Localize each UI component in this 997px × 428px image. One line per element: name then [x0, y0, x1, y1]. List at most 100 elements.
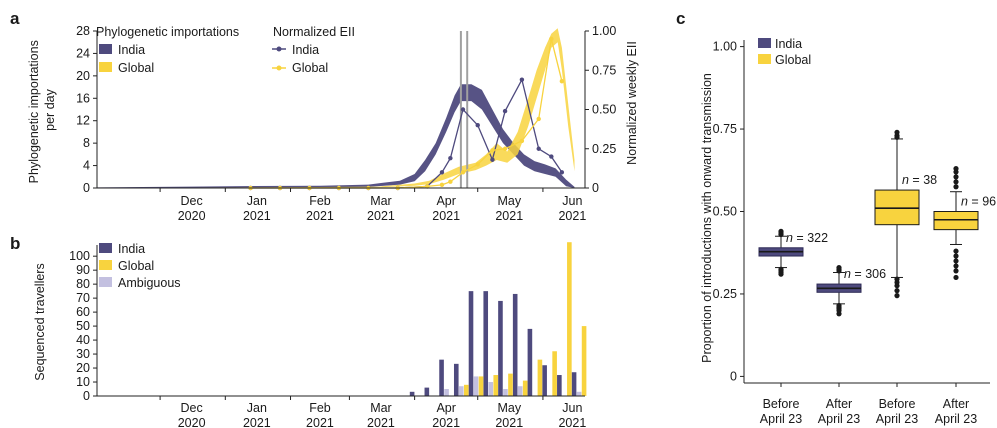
c-outlier-3-2 — [953, 263, 959, 269]
b-bar-ambiguous-11 — [576, 391, 582, 396]
b-bar-india-5 — [483, 291, 489, 396]
a-eii-point-global-14 — [536, 116, 541, 122]
c-outlier-1-7 — [836, 264, 842, 271]
c-outlier-3-5 — [953, 248, 959, 254]
b-bar-ambiguous-4 — [473, 376, 479, 396]
c-n-label-0: n = 322 — [786, 231, 828, 245]
c-outlier-0-6 — [778, 228, 784, 234]
a-bands — [97, 28, 575, 189]
a-legend-eii-label-global: Global — [292, 61, 328, 75]
b-bar-global-4 — [478, 376, 484, 396]
b-bar-global-8 — [537, 359, 543, 396]
a-y-axis-label-line2: per day — [43, 88, 57, 130]
b-bar-india-4 — [468, 291, 474, 396]
c-box-3 — [933, 211, 979, 231]
b-bars — [409, 242, 587, 396]
b-y-tick-label-4: 40 — [76, 333, 90, 347]
c-n-label-3: n = 96 — [961, 195, 996, 209]
panel-label-a: a — [10, 9, 20, 28]
c-n-label-2: n = 38 — [902, 173, 937, 187]
b-legend-swatch-india — [99, 243, 112, 253]
c-box-2 — [874, 189, 920, 226]
c-outlier-0-3 — [778, 266, 784, 272]
c-x-tick-line2-1: April 23 — [818, 412, 860, 426]
b-x-tick-month-5: May — [497, 401, 521, 415]
c-outlier-3-0 — [953, 274, 959, 281]
c-outlier-1-4 — [836, 302, 842, 309]
b-bar-india-2 — [439, 359, 444, 396]
c-x-tick-line2-0: April 23 — [760, 412, 802, 426]
a-eii-point-india-13 — [519, 77, 525, 82]
a-y-tick-label-1: 4 — [83, 159, 90, 173]
a-y-tick-label-7: 28 — [76, 24, 90, 38]
b-bar-ambiguous-3 — [458, 386, 464, 396]
b-x-tick-month-4: Apr — [436, 401, 455, 415]
a-eii-point-global-15 — [549, 36, 554, 42]
b-bar-global-9 — [552, 351, 557, 396]
a-y-tick-label-4: 16 — [76, 91, 90, 105]
panel-b-travellers-chart: 0102030405060708090100Dec2020Jan2021Feb2… — [33, 242, 587, 428]
b-bar-ambiguous-6 — [503, 389, 508, 396]
b-bar-india-3 — [453, 363, 459, 396]
b-legend-label-global: Global — [118, 259, 154, 273]
a-legend-marker-india — [276, 46, 282, 52]
a-x-tick-year-5: 2021 — [495, 209, 523, 223]
b-x-tick-year-4: 2021 — [432, 416, 460, 428]
a-y2-tick-label-1: 0.25 — [592, 142, 616, 156]
b-x-tick-year-2: 2021 — [306, 416, 334, 428]
a-eii-point-india-16 — [559, 170, 565, 175]
a-eii-point-india-10 — [475, 123, 480, 128]
a-x-tick-month-1: Jan — [247, 194, 267, 208]
b-bar-india-7 — [512, 293, 518, 396]
b-y-tick-label-2: 20 — [76, 361, 90, 375]
a-eii-line-india — [250, 77, 563, 189]
c-y-tick-label-1: 0.25 — [713, 287, 737, 301]
a-eii-point-india-14 — [536, 146, 541, 151]
b-bar-global-5 — [493, 375, 499, 396]
c-legend-swatch-india — [758, 38, 771, 48]
a-legend-title-importations: Phylogenetic importations — [96, 25, 239, 39]
c-x-tick-line1-2: Before — [879, 397, 916, 411]
b-y-tick-label-0: 0 — [83, 389, 90, 403]
c-n-label-italic-1: n — [844, 267, 851, 281]
a-x-tick-year-1: 2021 — [243, 209, 271, 223]
a-legend-label-global: Global — [118, 61, 154, 75]
a-y-tick-label-3: 12 — [76, 114, 90, 128]
b-bar-global-6 — [508, 373, 513, 396]
c-n-label-italic-0: n — [786, 231, 793, 245]
c-n-label-value-1: = 306 — [851, 267, 886, 281]
b-bar-global-11 — [581, 326, 587, 396]
c-n-label-value-2: = 38 — [909, 173, 937, 187]
b-bar-global-3 — [463, 384, 469, 396]
b-y-tick-label-5: 50 — [76, 319, 90, 333]
c-outlier-3-8 — [953, 174, 959, 180]
b-x-tick-year-3: 2021 — [367, 416, 395, 428]
a-y2-tick-label-3: 0.75 — [592, 63, 616, 77]
a-y2-tick-label-2: 0.50 — [592, 103, 616, 117]
b-y-tick-label-9: 90 — [76, 263, 90, 277]
a-band-global — [97, 28, 575, 189]
a-legend-swatch-global — [99, 62, 112, 72]
b-y-axis-label: Sequenced travellers — [33, 263, 47, 380]
c-outlier-3-3 — [953, 258, 959, 264]
b-y-tick-label-6: 60 — [76, 305, 90, 319]
c-x-tick-line2-3: April 23 — [935, 412, 977, 426]
a-eii-point-india-7 — [439, 170, 445, 175]
a-y-axis-label: Phylogenetic importations per day — [27, 37, 57, 184]
c-y-axis-label: Proportion of introductions with onward … — [700, 73, 714, 363]
c-outlier-3-4 — [953, 253, 959, 259]
a-x-tick-year-4: 2021 — [432, 209, 460, 223]
c-legend-swatch-global — [758, 54, 771, 64]
a-eii-point-india-9 — [460, 107, 466, 112]
b-y-tick-label-7: 70 — [76, 291, 90, 305]
b-bar-india-6 — [498, 300, 503, 396]
c-outlier-3-7 — [953, 179, 959, 185]
b-bar-india-0 — [409, 391, 415, 396]
panel-label-b: b — [10, 234, 20, 253]
a-eii-point-global-12 — [502, 146, 508, 151]
a-x-tick-month-0: Dec — [181, 194, 203, 208]
a-y2-tick-label-0: 0 — [592, 181, 599, 195]
